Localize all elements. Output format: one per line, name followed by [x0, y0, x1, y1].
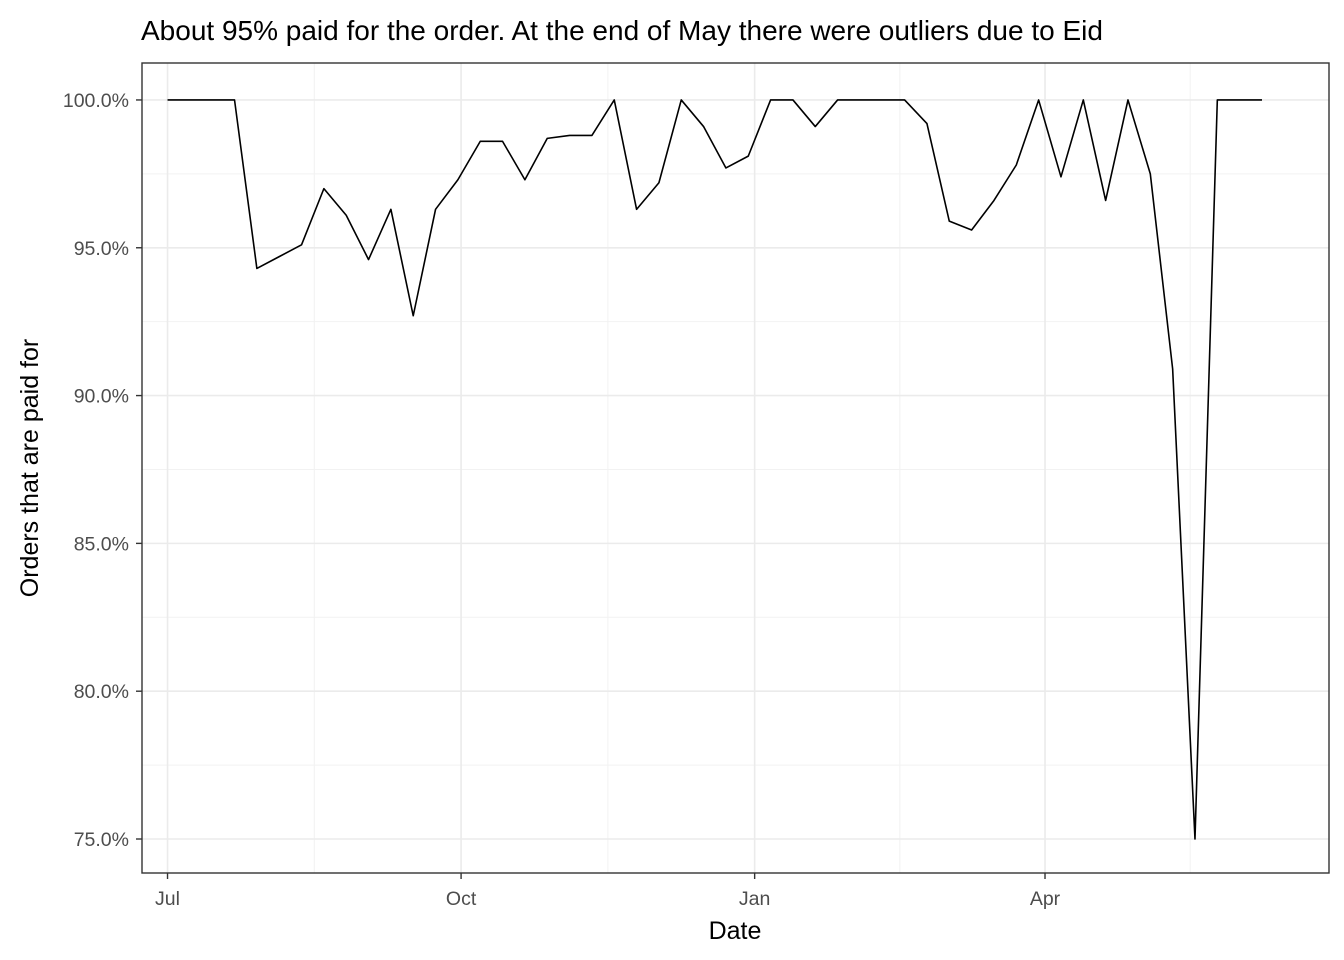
x-axis-title: Date [709, 917, 762, 945]
major-gridlines [142, 63, 1329, 873]
x-axis: Jul Oct Jan Apr [155, 873, 1061, 910]
x-tick-label: Oct [446, 888, 477, 910]
y-tick-label: 95.0% [74, 238, 129, 260]
x-tick-label: Jul [155, 888, 180, 910]
minor-gridlines [142, 63, 1329, 873]
series-layer [167, 99, 1262, 840]
chart-title: About 95% paid for the order. At the end… [141, 15, 1103, 46]
y-tick-label: 100.0% [63, 90, 129, 112]
y-axis-title: Orders that are paid for [16, 339, 44, 597]
y-tick-label: 75.0% [74, 829, 129, 851]
series-line [167, 99, 1262, 840]
y-tick-label: 90.0% [74, 386, 129, 408]
y-tick-label: 85.0% [74, 533, 129, 555]
plot-panel-border [141, 62, 1330, 874]
y-tick-label: 80.0% [74, 681, 129, 703]
x-tick-label: Apr [1030, 888, 1061, 910]
x-tick-label: Jan [739, 888, 770, 910]
y-axis: 100.0% 95.0% 90.0% 85.0% 80.0% 75.0% [63, 90, 142, 851]
